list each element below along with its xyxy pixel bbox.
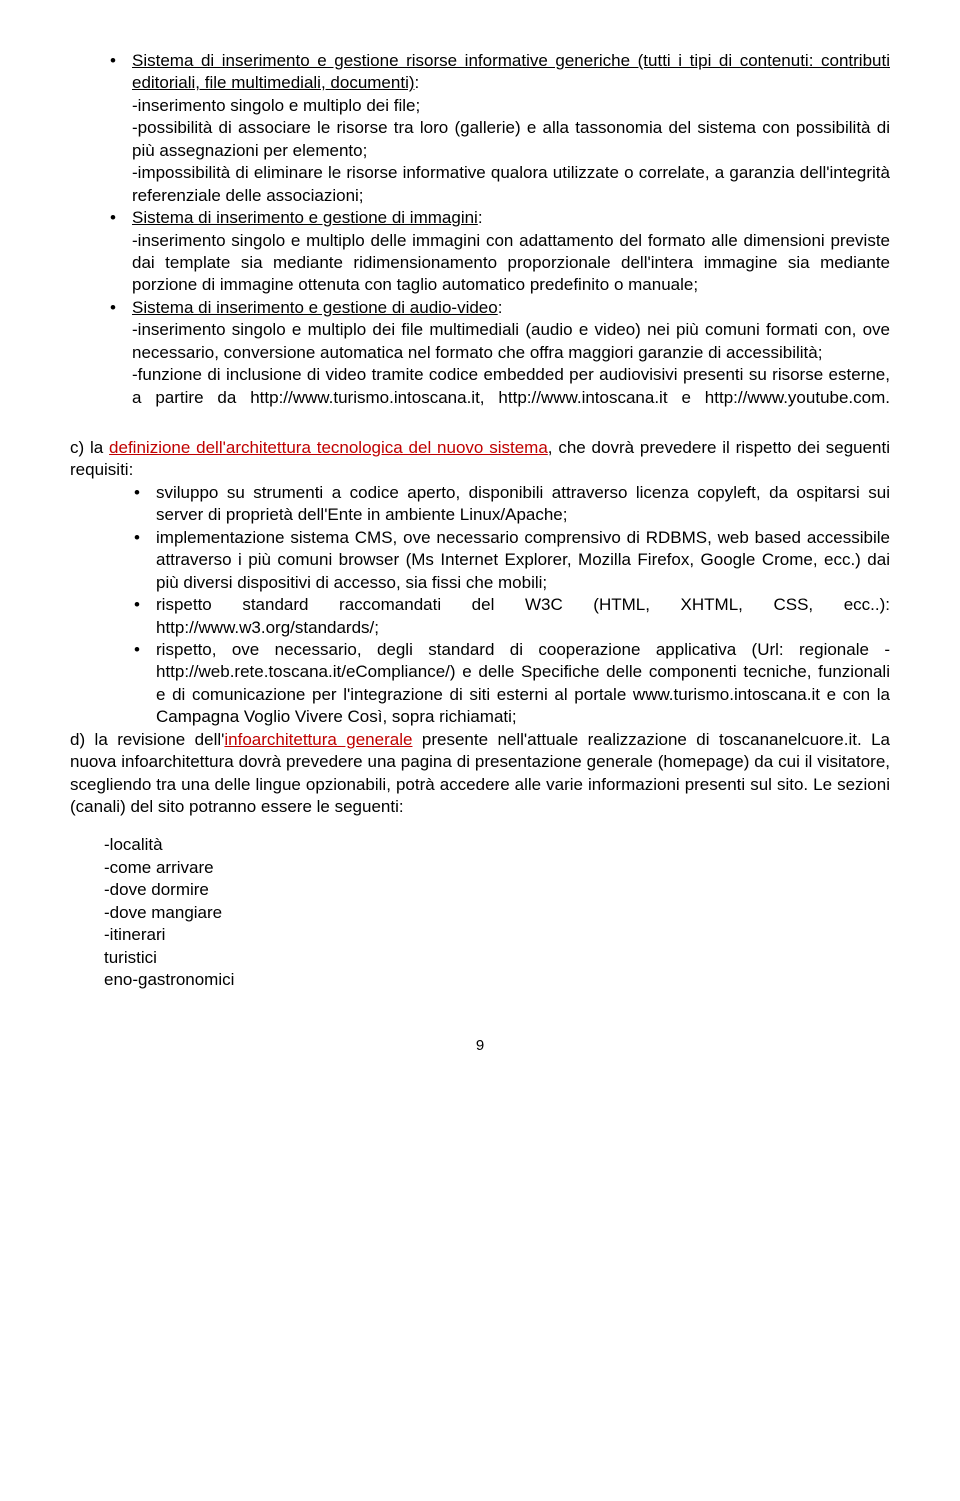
red-underlined: definizione dell'architettura tecnologic… (109, 438, 548, 457)
section-c-bullets: sviluppo su strumenti a codice aperto, d… (70, 482, 890, 729)
sub-line: -inserimento singolo e multiplo dei file… (132, 95, 890, 117)
underlined-heading: Sistema di inserimento e gestione di imm… (132, 208, 478, 227)
sub-line: -inserimento singolo e multiplo delle im… (132, 230, 890, 297)
dash-item: -località (104, 834, 890, 856)
page-number: 9 (70, 1036, 890, 1056)
sub-line: -possibilità di associare le risorse tra… (132, 117, 890, 162)
dash-item: -dove mangiare (104, 902, 890, 924)
section-d-paragraph: d) la revisione dell'infoarchitettura ge… (70, 729, 890, 819)
list-item: Sistema di inserimento e gestione risors… (110, 50, 890, 207)
text: c) la (70, 438, 109, 457)
list-item: Sistema di inserimento e gestione di imm… (110, 207, 890, 297)
red-underlined: infoarchitettura generale (224, 730, 412, 749)
top-bullet-list: Sistema di inserimento e gestione risors… (70, 50, 890, 409)
list-item: rispetto standard raccomandati del W3C (… (134, 594, 890, 639)
underlined-heading: Sistema di inserimento e gestione di aud… (132, 298, 498, 317)
text: : (478, 208, 483, 227)
text: : (415, 73, 420, 92)
sub-line: -inserimento singolo e multiplo dei file… (132, 319, 890, 364)
dash-item: -dove dormire (104, 879, 890, 901)
text: : (498, 298, 503, 317)
text: d) la revisione dell' (70, 730, 224, 749)
sub-line: -funzione di inclusione di video tramite… (132, 364, 890, 409)
list-item: implementazione sistema CMS, ove necessa… (134, 527, 890, 594)
sub-line: -impossibilità di eliminare le risorse i… (132, 162, 890, 207)
list-item: Sistema di inserimento e gestione di aud… (110, 297, 890, 409)
dash-item: -come arrivare (104, 857, 890, 879)
section-c-lead: c) la definizione dell'architettura tecn… (70, 437, 890, 482)
dash-item: -itinerari (104, 924, 890, 946)
underlined-heading: Sistema di inserimento e gestione risors… (132, 51, 890, 92)
list-item: rispetto, ove necessario, degli standard… (134, 639, 890, 729)
dash-list: -località -come arrivare -dove dormire -… (104, 834, 890, 991)
dash-subitem: eno-gastronomici (104, 969, 890, 991)
dash-subitem: turistici (104, 947, 890, 969)
list-item: sviluppo su strumenti a codice aperto, d… (134, 482, 890, 527)
